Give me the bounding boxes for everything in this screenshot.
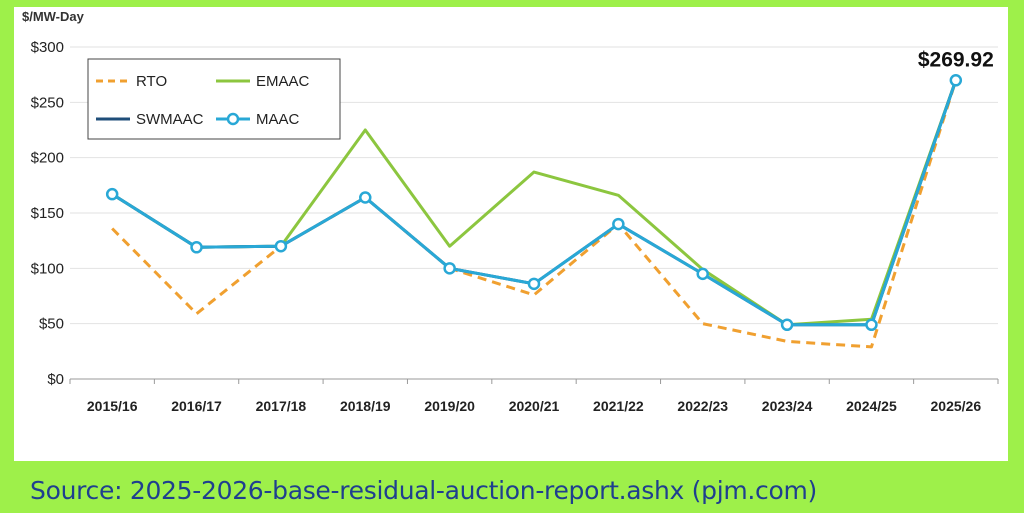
y-tick-label: $150 — [31, 205, 64, 222]
x-tick-label: 2017/18 — [256, 398, 307, 414]
y-tick-label: $0 — [47, 371, 64, 388]
x-tick-label: 2020/21 — [509, 398, 560, 414]
data-point-maac — [865, 318, 878, 332]
legend-label-swmaac: SWMAAC — [136, 111, 204, 128]
y-tick-label: $250 — [31, 94, 64, 111]
x-tick-label: 2018/19 — [340, 398, 391, 414]
x-tick-label: 2016/17 — [171, 398, 222, 414]
data-point-maac — [612, 217, 625, 231]
data-point-maac — [780, 318, 794, 332]
data-point-maac — [696, 267, 709, 281]
legend-label-rto: RTO — [136, 73, 167, 90]
y-tick-label: $50 — [39, 316, 64, 333]
legend-label-emaac: EMAAC — [256, 73, 310, 90]
data-point-maac — [443, 262, 456, 275]
legend-box — [87, 58, 341, 140]
y-axis-label: $/MW-Day — [22, 9, 85, 24]
x-tick-label: 2024/25 — [846, 398, 897, 414]
data-point-maac — [274, 239, 288, 253]
y-tick-label: $200 — [31, 150, 64, 167]
data-point-maac — [190, 241, 203, 254]
data-point-maac — [949, 74, 963, 87]
x-tick-label: 2015/16 — [87, 398, 138, 414]
data-point-maac — [527, 277, 541, 291]
line-chart: $/MW-Day $0 $50 $100 $150 $200 $250 $300 2015/16… — [22, 9, 999, 414]
x-tick-label: 2021/22 — [593, 398, 644, 414]
peak-value-annotation: $269.92 — [918, 48, 994, 71]
legend-marker-maac — [226, 112, 240, 126]
x-tick-label: 2022/23 — [677, 398, 728, 414]
y-tick-label: $100 — [31, 260, 64, 277]
x-tick-label: 2019/20 — [424, 398, 475, 414]
x-tick-label: 2025/26 — [931, 398, 982, 414]
source-caption: Source: 2025-2026-base-residual-auction-… — [30, 476, 817, 505]
legend-label-maac: MAAC — [256, 111, 300, 128]
x-tick-label: 2023/24 — [762, 398, 813, 414]
data-point-maac — [105, 187, 119, 201]
chart-panel: $/MW-Day $0 $50 $100 $150 $200 $250 $300 2015/16… — [14, 7, 1008, 461]
y-tick-label: $300 — [31, 39, 64, 56]
data-point-maac — [359, 191, 372, 204]
